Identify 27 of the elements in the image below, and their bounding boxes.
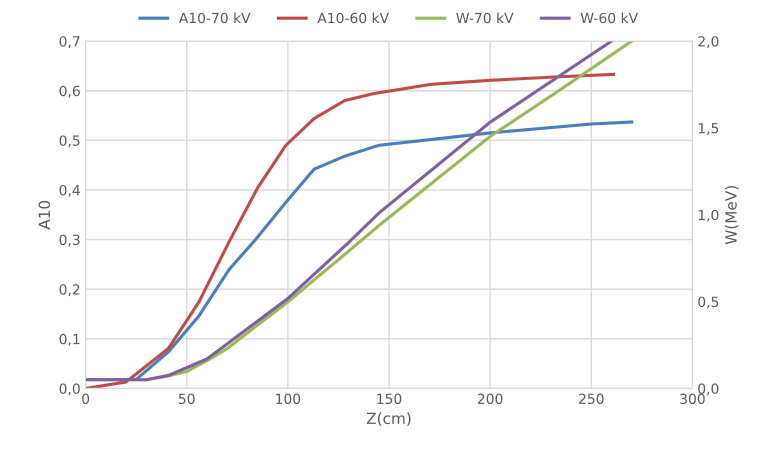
- x-tick-label: 300: [680, 394, 705, 404]
- y-axis-title: A10: [38, 200, 50, 230]
- y2-tick-label: 0,5: [698, 296, 718, 309]
- y-tick-label: 0,1: [60, 334, 80, 346]
- y2-tick-label: 0,0: [698, 383, 718, 396]
- x-tick-label: 150: [377, 394, 402, 404]
- y-tick-label: 0,3: [60, 234, 80, 246]
- x-tick-label: 100: [276, 394, 300, 404]
- legend-label: A10-70 kV: [178, 12, 251, 24]
- y2-tick-label: 1,0: [698, 210, 718, 222]
- y2-tick-label: 1,5: [698, 123, 718, 135]
- x-tick-label: 200: [478, 394, 502, 404]
- x-tick-label: 50: [178, 394, 195, 404]
- y2-axis-title: W(MeV): [724, 186, 739, 244]
- legend-label: W-70 kV: [456, 12, 514, 24]
- y-tick-label: 0,6: [60, 86, 80, 98]
- x-tick-label: 0: [82, 394, 90, 404]
- y-tick-label: 0,0: [60, 383, 80, 396]
- y2-tick-label: 2,0: [698, 36, 718, 48]
- legend-label: W-60 kV: [580, 12, 638, 24]
- x-tick-label: 250: [579, 394, 604, 404]
- x-axis-title: Z(cm): [366, 412, 411, 426]
- y-tick-label: 0,7: [60, 36, 80, 48]
- y-tick-label: 0,5: [60, 135, 80, 148]
- y-tick-label: 0,4: [60, 184, 80, 197]
- legend-label: A10-60 kV: [317, 12, 389, 24]
- y-tick-label: 0,2: [60, 284, 80, 296]
